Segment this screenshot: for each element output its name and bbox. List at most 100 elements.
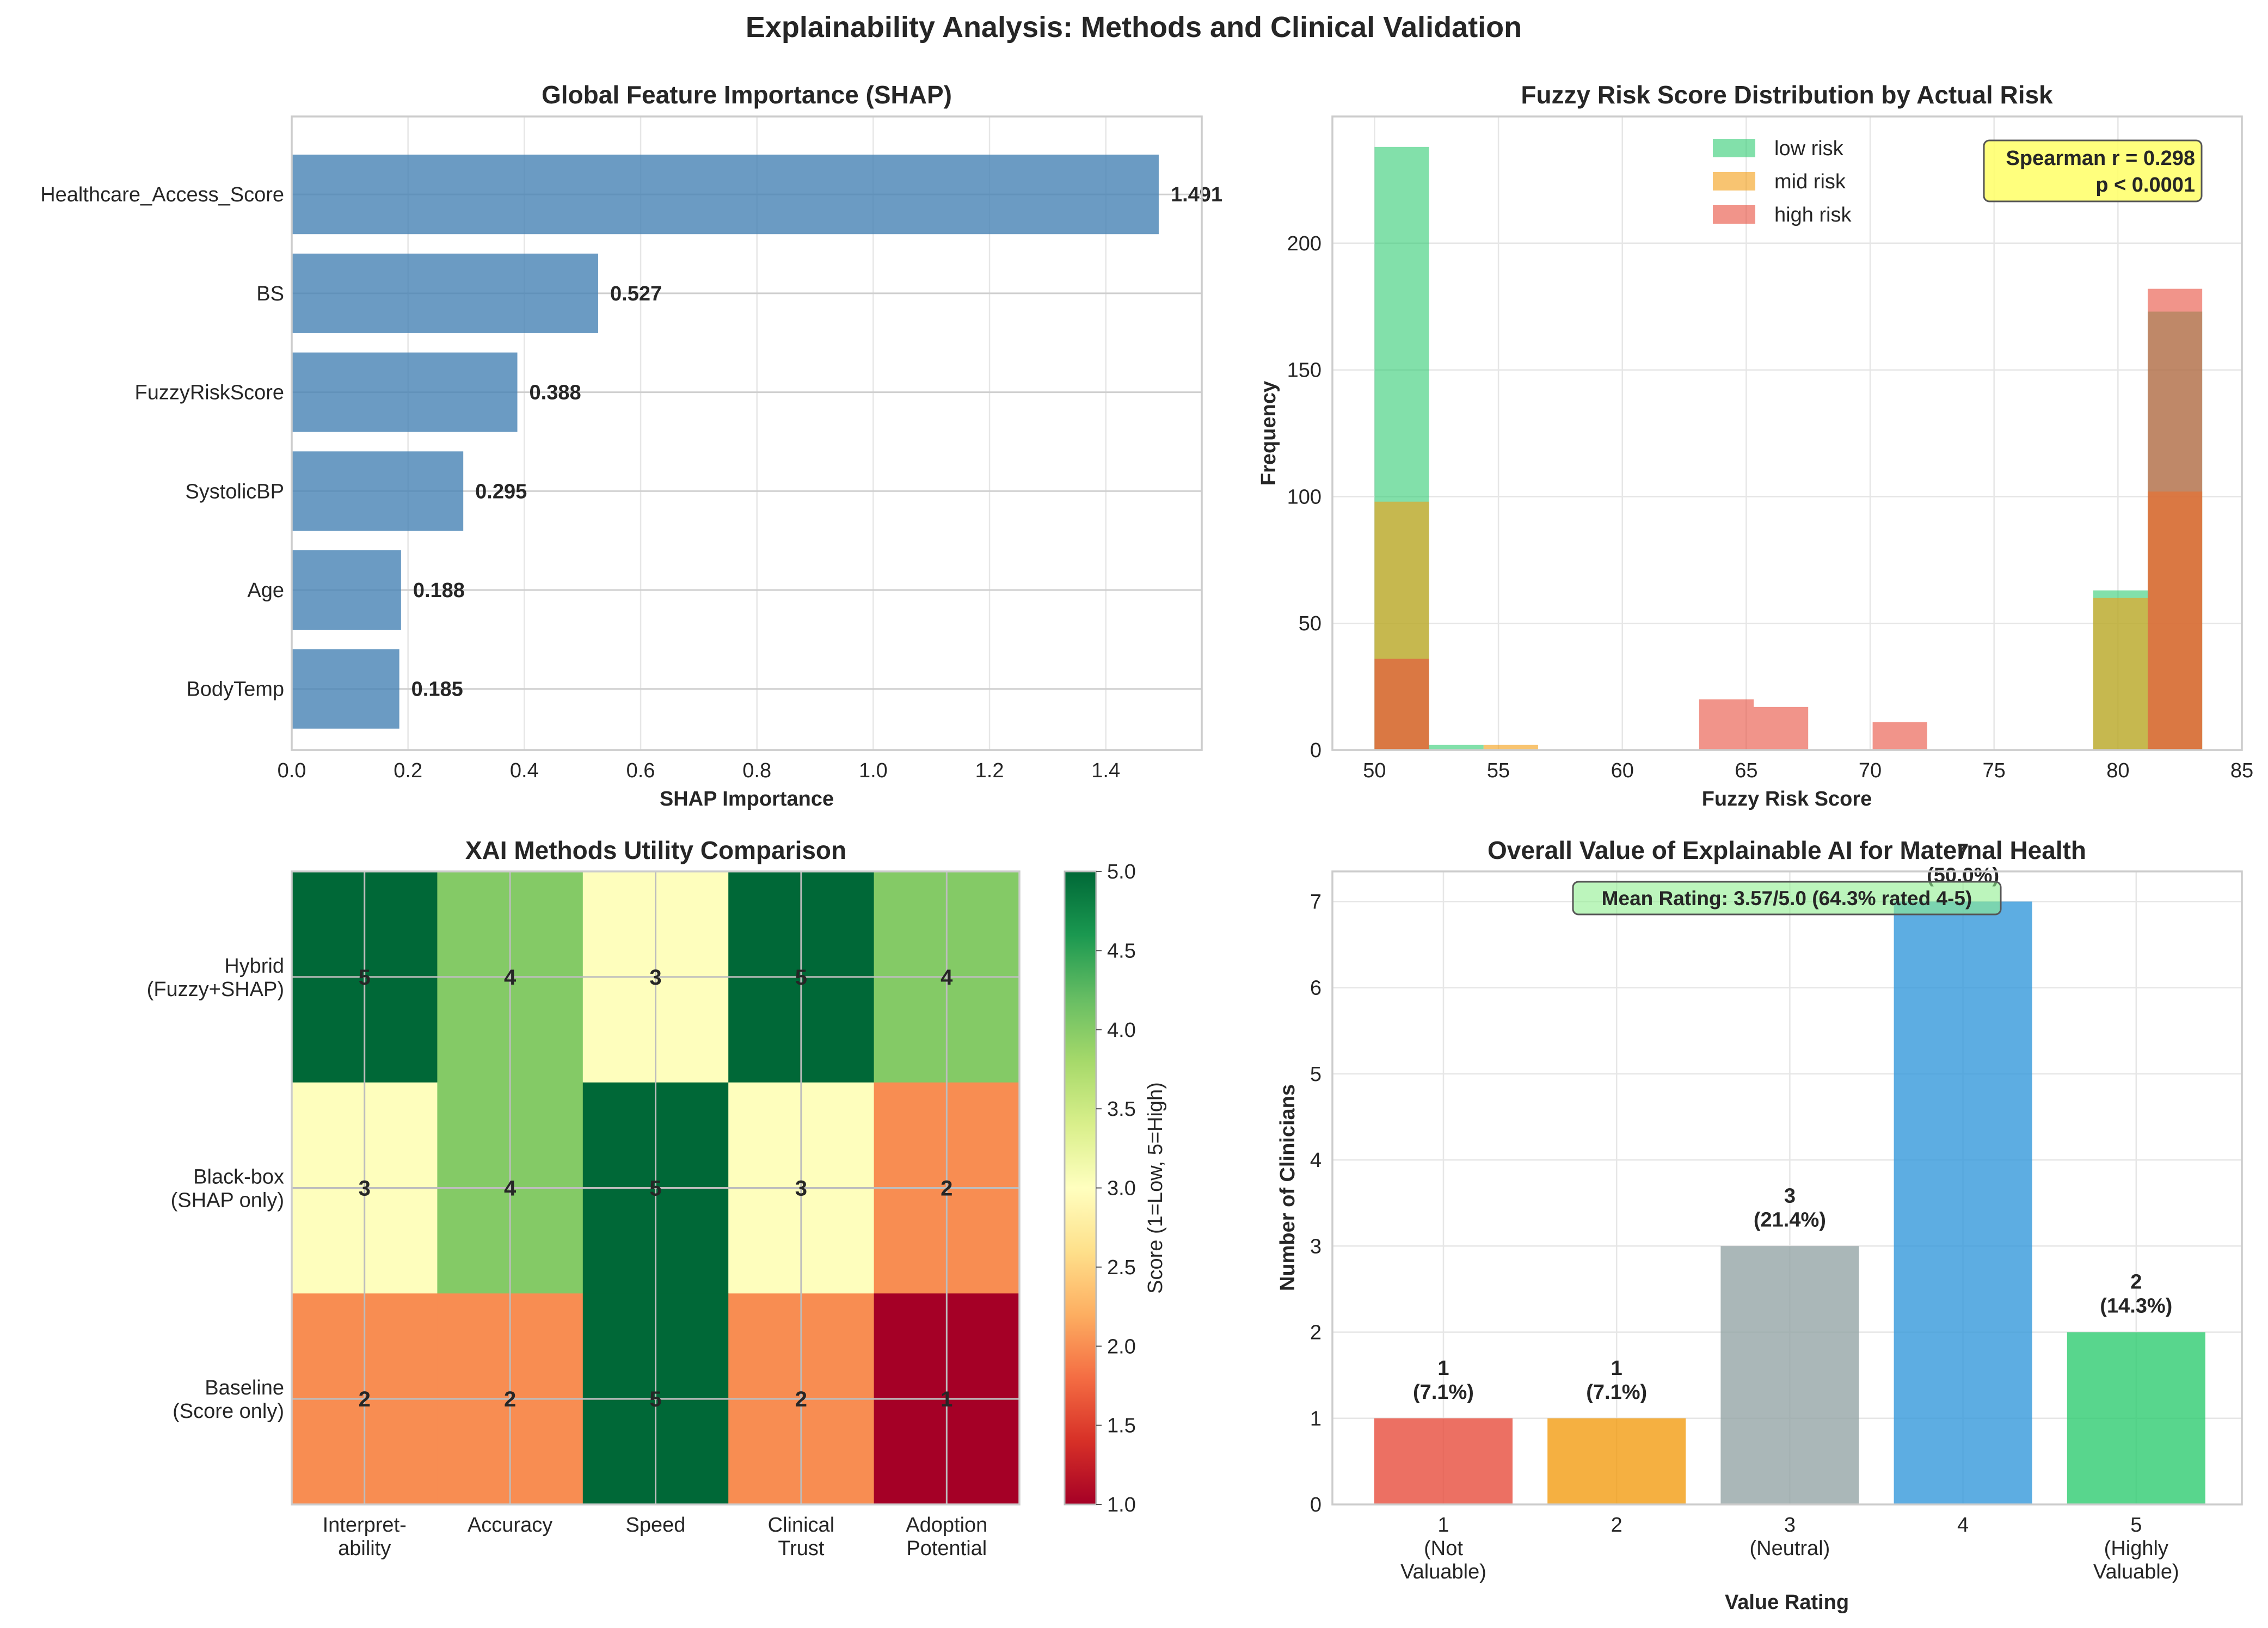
colorbar-tick-label: 4.5	[1107, 939, 1136, 962]
value-chart-title: Overall Value of Explainable AI for Mate…	[1488, 836, 2086, 864]
value-bar	[2067, 1332, 2205, 1504]
heatmap-value-label: 2	[941, 1177, 952, 1201]
value-x-tick-label: 2	[1611, 1514, 1622, 1537]
shap-bar	[292, 649, 399, 729]
shap-bar	[292, 352, 518, 432]
shap-x-tick-label: 0.8	[742, 759, 771, 782]
colorbar-tick-label: 1.0	[1107, 1494, 1136, 1516]
histogram-y-tick-label: 50	[1299, 612, 1322, 635]
colorbar-tick-label: 2.0	[1107, 1335, 1136, 1358]
value-count-label: 7	[1957, 840, 1969, 863]
histogram-y-tick-label: 0	[1310, 739, 1322, 762]
histogram-x-tick-label: 50	[1363, 759, 1386, 782]
shap-bar	[292, 155, 1159, 235]
value-count-label: 1	[1611, 1357, 1622, 1380]
value-y-tick-label: 2	[1310, 1322, 1322, 1344]
value-y-tick-label: 6	[1310, 977, 1322, 1000]
fuzzy-risk-histogram: Fuzzy Risk Score Distribution by Actual …	[1257, 81, 2253, 810]
value-bar	[1720, 1246, 1859, 1504]
shap-x-tick-label: 0.2	[394, 759, 422, 782]
value-plot-frame	[1331, 870, 2243, 1506]
value-y-tick-label: 3	[1310, 1235, 1322, 1258]
legend-swatch	[1713, 172, 1755, 191]
histogram-x-axis-label: Fuzzy Risk Score	[1702, 788, 1872, 810]
colorbar-label: Score (1=Low, 5=High)	[1144, 1082, 1167, 1294]
shap-x-tick-label: 0.6	[626, 759, 655, 782]
heatmap-title: XAI Methods Utility Comparison	[465, 836, 846, 864]
heatmap-value-label: 5	[649, 1177, 661, 1201]
shap-value-label: 1.491	[1171, 183, 1222, 206]
colorbar-tick-label: 2.5	[1107, 1256, 1136, 1279]
spearman-r-text: Spearman r = 0.298	[2006, 147, 2196, 170]
histogram-bar	[1429, 745, 1484, 750]
mean-rating-box	[1572, 881, 2002, 916]
shap-importance-chart: Global Feature Importance (SHAP) 0.0 0.2 0…	[40, 81, 1222, 810]
shap-value-label: 0.295	[475, 480, 527, 503]
histogram-x-tick-label: 65	[1735, 759, 1757, 782]
histogram-bar	[1872, 722, 1927, 750]
heatmap-value-label: 3	[359, 1177, 371, 1201]
legend-swatch	[1713, 205, 1755, 224]
value-bar	[1374, 1418, 1513, 1504]
histogram-x-tick-label: 80	[2106, 759, 2129, 782]
histogram-bar	[1754, 707, 1809, 750]
value-y-tick-label: 4	[1310, 1149, 1322, 1172]
heatmap-column-label: Interpret-	[323, 1514, 407, 1537]
value-count-label: 2	[2130, 1271, 2142, 1294]
heatmap-row-label: (SHAP only)	[171, 1189, 284, 1212]
heatmap-row-label: Baseline	[205, 1377, 284, 1399]
shap-x-tick-label: 0.4	[510, 759, 539, 782]
histogram-plot-frame	[1331, 115, 2243, 751]
histogram-x-tick-label: 55	[1487, 759, 1510, 782]
histogram-bar	[2147, 288, 2203, 750]
histogram-y-tick-label: 200	[1287, 232, 1322, 255]
value-percent-label: (7.1%)	[1413, 1381, 1474, 1404]
heatmap-row-label: Hybrid	[224, 955, 284, 978]
shap-category-label: FuzzyRiskScore	[135, 382, 285, 404]
histogram-x-tick-label: 85	[2230, 759, 2253, 782]
heatmap-frame	[291, 870, 1021, 1506]
heatmap-column-label: Speed	[626, 1514, 686, 1537]
shap-x-tick-label: 1.4	[1091, 759, 1120, 782]
histogram-bar	[2093, 598, 2148, 750]
histogram-bar	[1483, 745, 1538, 750]
shap-value-label: 0.527	[610, 282, 662, 305]
value-count-label: 3	[1784, 1184, 1796, 1207]
shap-x-tick-label: 0.0	[278, 759, 306, 782]
value-x-tick-label: 3	[1784, 1514, 1796, 1537]
heatmap-column-label: ability	[338, 1537, 391, 1560]
histogram-bar	[1699, 699, 1754, 750]
heatmap-value-label: 5	[649, 1387, 661, 1411]
heatmap-column-label: Potential	[906, 1537, 987, 1560]
value-y-axis-label: Number of Clinicians	[1276, 1084, 1299, 1291]
histogram-x-tick-label: 70	[1859, 759, 1882, 782]
value-x-tick-label: (Not	[1424, 1537, 1463, 1560]
legend-label: low risk	[1774, 137, 1844, 160]
colorbar-tick-label: 4.0	[1107, 1019, 1136, 1042]
xai-methods-heatmap: XAI Methods Utility Comparison Interpret…	[147, 836, 1167, 1560]
heatmap-row-label: Black-box	[193, 1166, 284, 1189]
value-percent-label: (7.1%)	[1586, 1381, 1647, 1404]
heatmap-value-label: 5	[795, 966, 807, 990]
colorbar-bar	[1064, 870, 1097, 1506]
shap-value-label: 0.388	[530, 382, 581, 404]
shap-category-label: SystolicBP	[185, 480, 284, 503]
value-y-tick-label: 1	[1310, 1408, 1322, 1430]
figure-title: Explainability Analysis: Methods and Cli…	[746, 11, 1522, 44]
histogram-legend: low risk mid risk high risk	[1713, 137, 1852, 226]
shap-bar	[292, 253, 599, 333]
heatmap-value-label: 2	[359, 1387, 371, 1411]
legend-swatch	[1713, 139, 1755, 157]
histogram-y-axis-label: Frequency	[1257, 381, 1280, 486]
shap-x-tick-label: 1.0	[859, 759, 888, 782]
colorbar-tick-label: 1.5	[1107, 1415, 1136, 1437]
shap-category-label: BS	[256, 282, 284, 305]
heatmap-row-label: (Score only)	[173, 1400, 284, 1423]
value-y-tick-label: 7	[1310, 890, 1322, 913]
heatmap-column-label: Accuracy	[468, 1514, 552, 1537]
mean-rating-annotation: Mean Rating: 3.57/5.0 (64.3% rated 4-5)	[1572, 881, 2002, 916]
value-x-tick-label: Valuable)	[1400, 1561, 1486, 1583]
heatmap-column-label: Trust	[778, 1537, 825, 1560]
value-bar	[1547, 1418, 1686, 1504]
